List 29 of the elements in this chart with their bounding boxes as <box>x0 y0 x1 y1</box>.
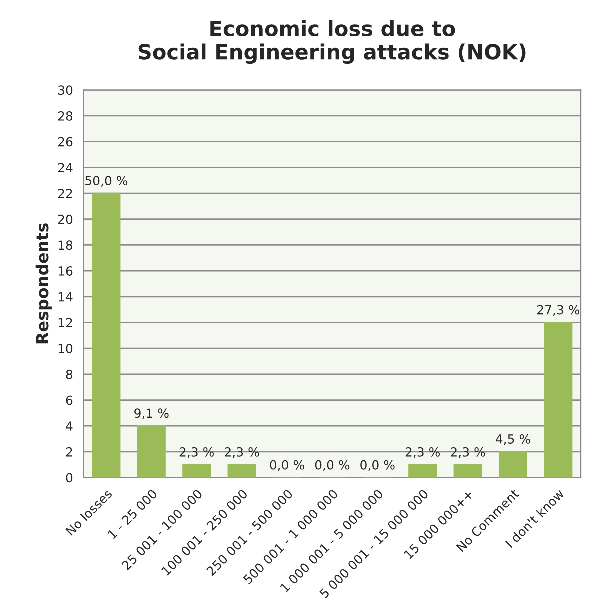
annotation: 4,5 % <box>496 434 530 446</box>
y-tick-label: 2 <box>66 447 72 457</box>
annotation: 50,0 % <box>86 176 128 187</box>
y-tick-label: 14 <box>58 292 73 302</box>
y-tick-label: 0 <box>66 473 73 483</box>
y-tick-label: 30 <box>58 86 73 96</box>
y-tick-label: 22 <box>58 188 72 198</box>
annotation: 27,3 % <box>538 305 580 316</box>
y-tick-label: 8 <box>66 370 73 380</box>
annotation: 2,3 % <box>451 447 486 458</box>
y-tick-label: 18 <box>58 240 73 250</box>
annotation: 0,0 % <box>360 460 395 472</box>
y-tick-label: 12 <box>58 318 72 328</box>
y-tick-label: 20 <box>58 214 73 224</box>
annotation: 2,3 % <box>406 447 440 458</box>
y-tick-label: 28 <box>58 111 73 121</box>
y-axis-title: Respondents <box>36 224 52 344</box>
y-tick-label: 10 <box>58 344 73 354</box>
chart-title: Economic loss due to Social Engineering attacks (NOK) <box>138 20 526 64</box>
annotation: 2,3 % <box>180 447 214 458</box>
y-tick-label: 4 <box>66 422 73 431</box>
y-tick-label: 24 <box>58 163 73 172</box>
annotation: 0,0 % <box>315 460 350 472</box>
annotation: 9,1 % <box>134 408 169 420</box>
y-tick-label: 16 <box>58 266 73 276</box>
annotation: 0,0 % <box>270 460 304 472</box>
annotation: 2,3 % <box>225 447 260 458</box>
y-tick-label: 26 <box>58 137 73 147</box>
y-tick-label: 6 <box>66 396 73 406</box>
